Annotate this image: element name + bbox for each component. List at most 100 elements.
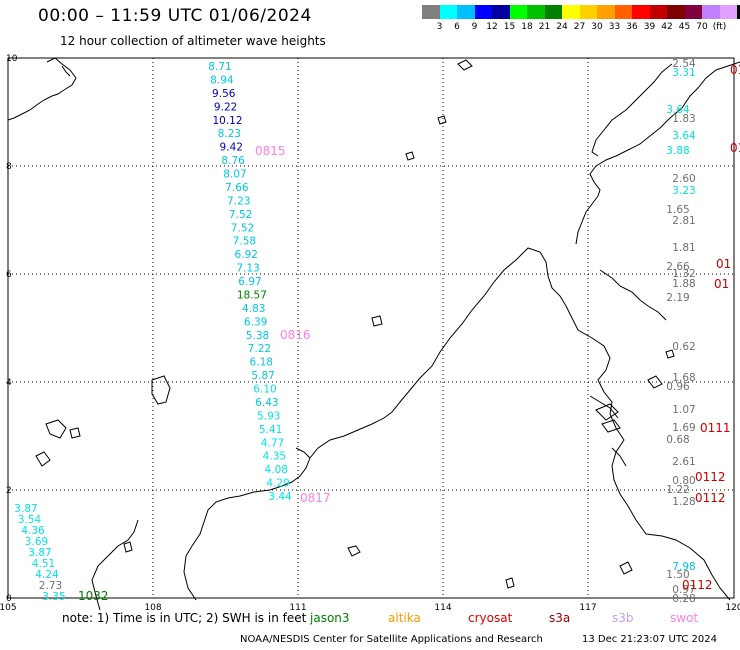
pass-time-label: 01 bbox=[730, 141, 740, 155]
wave-height-value: 3.23 bbox=[672, 185, 695, 197]
wave-height-value: 3.69 bbox=[25, 536, 48, 548]
colorbar-tick-label: 21 bbox=[538, 22, 551, 32]
altimeter-track-east: 2.543.313.641.833.643.882.603.231.652.81… bbox=[666, 58, 696, 605]
map-frame bbox=[7, 57, 735, 599]
colorbar-tick-label: 70 bbox=[696, 22, 708, 32]
wave-height-value: 3.88 bbox=[666, 145, 689, 157]
wave-height-value: 5.87 bbox=[251, 370, 274, 382]
wave-height-value: 4.35 bbox=[263, 451, 286, 463]
legend-item-cryosat: cryosat bbox=[468, 611, 513, 625]
pass-time-label: 1032 bbox=[78, 589, 109, 603]
wave-height-value: 1.07 bbox=[672, 404, 695, 416]
colorbar-swatch bbox=[667, 5, 685, 19]
pass-time-label: 01 bbox=[716, 257, 731, 271]
colorbar-swatch bbox=[702, 5, 720, 19]
colorbar-tick-label: (ft) bbox=[712, 22, 727, 32]
wave-height-value: 6.39 bbox=[244, 316, 267, 328]
wave-height-value: 1.68 bbox=[672, 372, 695, 384]
wave-height-value: 7.66 bbox=[225, 182, 249, 194]
credit-line: NOAA/NESDIS Center for Satellite Applica… bbox=[240, 634, 543, 645]
colorbar-tick-label: 6 bbox=[454, 22, 460, 32]
wave-height-value: 8.23 bbox=[218, 128, 241, 140]
colorbar-swatch bbox=[439, 5, 457, 19]
wave-height-value: 4.36 bbox=[21, 525, 45, 537]
colorbar-swatch bbox=[719, 5, 737, 19]
wave-height-value: 0.80 bbox=[672, 475, 695, 487]
longitude-tick-label: 105 bbox=[0, 603, 17, 613]
wave-height-value: 1.32 bbox=[672, 268, 695, 280]
coastline bbox=[7, 57, 740, 611]
legend-item-swot: swot bbox=[670, 611, 699, 625]
wave-height-value: 8.71 bbox=[208, 61, 231, 73]
colorbar-swatches bbox=[422, 5, 740, 19]
wave-height-value: 5.41 bbox=[259, 424, 282, 436]
latitude-tick-label: 8 bbox=[6, 162, 12, 172]
wave-height-value: 0.97 bbox=[672, 584, 695, 596]
altimeter-track-southwest: 3.873.544.363.693.874.514.242.733.35 bbox=[14, 503, 65, 603]
wave-height-value: 7.13 bbox=[236, 263, 259, 275]
colorbar-swatch bbox=[649, 5, 667, 19]
wave-height-value: 5.93 bbox=[257, 410, 280, 422]
wave-height-value: 0.28 bbox=[672, 593, 695, 605]
pass-time-label: 0112 bbox=[682, 578, 713, 592]
page-title: 00:00 – 11:59 UTC 01/06/2024 bbox=[38, 6, 312, 26]
pass-time-label: 0112 bbox=[695, 470, 726, 484]
generation-date: 13 Dec 21:23:07 UTC 2024 bbox=[582, 634, 717, 645]
wave-height-value: 9.22 bbox=[214, 101, 237, 113]
pass-time-labels: 0815 0816 0817 1032 0111 0112 0112 0112 01 01 01 01 bbox=[78, 63, 740, 603]
wave-height-value: 9.42 bbox=[220, 142, 243, 154]
wave-height-value: 8.94 bbox=[210, 74, 234, 86]
wave-height-value: 9.56 bbox=[212, 88, 236, 100]
colorbar-tick-label: 24 bbox=[556, 22, 568, 32]
wave-height-value: 6.18 bbox=[250, 357, 273, 369]
colorbar-tick-label: 39 bbox=[643, 22, 656, 32]
colorbar-tick-label: 42 bbox=[661, 22, 673, 32]
longitude-tick-label: 117 bbox=[579, 603, 596, 613]
wave-height-value: 7.23 bbox=[227, 195, 250, 207]
legend-item-s3b: s3b bbox=[612, 611, 634, 625]
wave-height-value: 2.60 bbox=[672, 173, 695, 185]
altimeter-track-main: 8.718.94 9.569.22 10.128.23 9.428.76 8.077.6… bbox=[208, 61, 292, 503]
colorbar-tick-label: 27 bbox=[573, 22, 586, 32]
colorbar-tick-label: 3 bbox=[436, 22, 443, 32]
wave-height-value: 3.31 bbox=[672, 67, 695, 79]
wave-height-value: 3.87 bbox=[14, 503, 37, 515]
colorbar-tick-label: 18 bbox=[521, 22, 533, 32]
wave-height-value: 8.07 bbox=[223, 169, 246, 181]
pass-time-label: 0112 bbox=[695, 491, 726, 505]
wave-height-value: 3.54 bbox=[18, 514, 42, 526]
wave-height-value: 3.44 bbox=[268, 491, 292, 503]
latitude-tick-label: 6 bbox=[6, 270, 12, 280]
lat-lon-grid bbox=[8, 58, 734, 598]
wave-height-value: 1.88 bbox=[672, 278, 695, 290]
wave-height-value: 1.50 bbox=[666, 569, 689, 581]
wave-height-value: 1.83 bbox=[672, 113, 695, 125]
colorbar-swatch bbox=[544, 5, 562, 19]
wave-height-value: 2.54 bbox=[672, 58, 696, 70]
wave-height-value: 1.28 bbox=[672, 496, 695, 508]
wave-height-value: 6.43 bbox=[255, 397, 278, 409]
wave-height-value: 6.10 bbox=[253, 384, 276, 396]
longitude-tick-label: 111 bbox=[289, 603, 306, 613]
wave-height-value: 4.08 bbox=[265, 464, 288, 476]
latitude-tick-labels: 0 2 4 6 8 10 bbox=[6, 54, 18, 604]
colorbar-swatch bbox=[597, 5, 615, 19]
latitude-tick-label: 2 bbox=[6, 486, 12, 496]
wave-height-value: 2.61 bbox=[672, 456, 695, 468]
wave-height-value: 3.87 bbox=[28, 547, 51, 559]
wave-height-value: 5.38 bbox=[246, 330, 269, 342]
colorbar-tick-label: 30 bbox=[591, 22, 603, 32]
pass-time-label: 0816 bbox=[280, 328, 311, 342]
colorbar-swatch bbox=[457, 5, 475, 19]
latitude-tick-label: 10 bbox=[6, 54, 18, 64]
wave-height-value: 4.24 bbox=[35, 569, 59, 581]
colorbar-swatch bbox=[527, 5, 545, 19]
longitude-tick-labels: 105 108 111 114 117 120 bbox=[0, 603, 740, 613]
colorbar-tick-label: 9 bbox=[471, 22, 478, 32]
pass-time-label: 01 bbox=[730, 63, 740, 77]
wave-height-value: 0.68 bbox=[666, 434, 689, 446]
colorbar-swatch bbox=[684, 5, 702, 19]
page-subtitle: 12 hour collection of altimeter wave hei… bbox=[60, 34, 326, 48]
colorbar-swatch bbox=[422, 5, 440, 19]
